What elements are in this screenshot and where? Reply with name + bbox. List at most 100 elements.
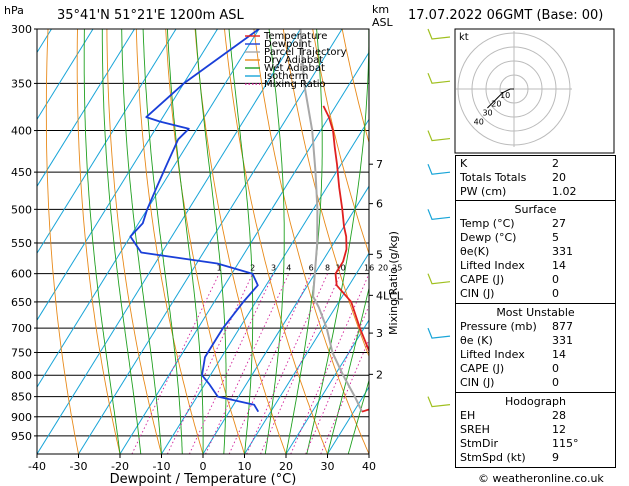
mixing-ratio-label: 1 bbox=[217, 264, 222, 273]
wet-adiabat-line bbox=[228, 29, 254, 454]
wind-barb bbox=[427, 130, 451, 142]
surface-value: 331 bbox=[552, 245, 573, 258]
pressure-tick-label: 500 bbox=[11, 203, 32, 216]
pressure-tick-label: 800 bbox=[11, 369, 32, 382]
height-unit-km: km bbox=[372, 3, 389, 16]
surface-row: θe(K) 331 bbox=[460, 245, 611, 258]
hodograph-ring-label: 30 bbox=[482, 108, 492, 117]
isotherm-line bbox=[37, 29, 260, 389]
plot-frame bbox=[36, 28, 370, 455]
grid-clip-group bbox=[0, 29, 369, 454]
height-tick-label: 2 bbox=[376, 368, 383, 381]
surface-label: CAPE (J) bbox=[460, 273, 505, 286]
profiles-clip-group bbox=[129, 29, 369, 413]
height-tick-label: 4LCL bbox=[376, 289, 404, 302]
legend-label: Isotherm bbox=[264, 71, 308, 82]
temperature-line bbox=[322, 105, 369, 413]
mixing-ratio-label: 6 bbox=[309, 264, 314, 273]
mixing-ratio-label: 4 bbox=[286, 264, 291, 273]
height-unit-asl: ASL bbox=[372, 16, 394, 29]
hodograph-ring-label: 10 bbox=[500, 91, 510, 100]
totals-totals-label: Totals Totals bbox=[460, 171, 527, 184]
hodograph-unit: kt bbox=[459, 32, 469, 43]
skewt-profiles bbox=[129, 29, 369, 413]
wet-adiabat-line bbox=[195, 29, 227, 454]
dry-adiabat-line bbox=[224, 29, 328, 454]
pressure-tick-label: 750 bbox=[11, 346, 32, 359]
wet-adiabat-line bbox=[121, 29, 162, 454]
most-unstable-label: θe (K) bbox=[460, 334, 493, 347]
surface-value: 5 bbox=[552, 231, 559, 244]
most-unstable-label: Lifted Index bbox=[460, 348, 525, 361]
most-unstable-label: CAPE (J) bbox=[460, 362, 505, 375]
height-tick-label: 5 bbox=[376, 248, 383, 261]
pressure-tick-label: 550 bbox=[11, 237, 32, 250]
most-unstable-row: Lifted Index 14 bbox=[460, 348, 611, 361]
most-unstable-label: CIN (J) bbox=[460, 376, 495, 389]
wind-barb bbox=[427, 273, 451, 285]
mixing-ratio-line bbox=[290, 273, 369, 454]
mixing-ratio-line bbox=[166, 273, 254, 454]
surface-table: Surface Temp (°C) 27 Dewp (°C) 5 θe(K) 331 Lif… bbox=[455, 200, 616, 305]
wind-barbs bbox=[427, 28, 451, 408]
hodograph-stat-row: StmDir 115° bbox=[460, 437, 611, 450]
wind-barb bbox=[427, 209, 451, 220]
mixing-ratio-label: 2 bbox=[250, 264, 255, 273]
surface-row: Lifted Index 14 bbox=[460, 259, 611, 272]
temperature-tick-label: -20 bbox=[111, 460, 129, 473]
legend-label: Dewpoint bbox=[264, 39, 312, 50]
surface-value: 27 bbox=[552, 217, 566, 230]
surface-label: Lifted Index bbox=[460, 259, 525, 272]
mixing-ratio-label: 3 bbox=[271, 264, 276, 273]
x-axis-title: Dewpoint / Temperature (°C) bbox=[110, 472, 297, 486]
pressure-tick-label: 650 bbox=[11, 296, 32, 309]
temperature-tick-label: 0 bbox=[200, 460, 207, 473]
legend-label: Dry Adiabat bbox=[264, 55, 323, 66]
indices-table: K 2 Totals Totals 20 PW (cm) 1.02 bbox=[455, 155, 616, 202]
mixing-ratio-axis-title: Mixing Ratio (g/kg) bbox=[387, 231, 400, 335]
surface-label: θe(K) bbox=[460, 245, 490, 258]
wind-barb bbox=[427, 72, 451, 84]
legend-label: Wet Adiabat bbox=[264, 63, 325, 74]
dry-adiabat-line bbox=[106, 29, 162, 454]
skewt-background-lines: 1 2 3 4 6 8 10 16 20 25 bbox=[0, 29, 402, 454]
temperature-tick-label: 40 bbox=[362, 460, 376, 473]
most-unstable-row: Pressure (mb) 877 bbox=[460, 320, 611, 333]
hodograph-stat-row: SREH 12 bbox=[460, 423, 611, 436]
pw-value: 1.02 bbox=[552, 185, 577, 198]
most-unstable-title: Most Unstable bbox=[496, 306, 575, 319]
surface-row: CAPE (J) 0 bbox=[460, 273, 611, 286]
wet-adiabat-line bbox=[142, 29, 183, 454]
most-unstable-value: 877 bbox=[552, 320, 573, 333]
dry-adiabat-line bbox=[76, 29, 121, 454]
height-tick-label: 7 bbox=[376, 158, 383, 171]
hodograph-frame bbox=[454, 28, 615, 154]
hodograph-table: Hodograph EH 28 SREH 12 StmDir 115° StmSpd (kt… bbox=[455, 392, 616, 468]
pressure-tick-label: 950 bbox=[11, 430, 32, 443]
pressure-tick-label: 600 bbox=[11, 268, 32, 281]
wind-barb bbox=[427, 163, 451, 175]
temperature-tick-label: -40 bbox=[28, 460, 46, 473]
location-title: 35°41'N 51°21'E 1200m ASL bbox=[57, 8, 245, 23]
legend-label: Temperature bbox=[263, 31, 327, 42]
most-unstable-value: 0 bbox=[552, 376, 559, 389]
surface-label: Dewp (°C) bbox=[460, 231, 517, 244]
surface-row: Temp (°C) 27 bbox=[460, 217, 611, 230]
mixing-ratio-line bbox=[260, 273, 342, 454]
dry-adiabat-line bbox=[135, 29, 204, 454]
surface-label: Temp (°C) bbox=[460, 217, 515, 230]
dry-adiabat-line bbox=[45, 29, 79, 454]
temperature-tick-label: 30 bbox=[321, 460, 335, 473]
pressure-tick-label: 900 bbox=[11, 411, 32, 424]
isotherm-line bbox=[0, 29, 10, 454]
isotherm-line bbox=[78, 29, 343, 454]
temperature-tick-label: 20 bbox=[279, 460, 293, 473]
datetime-title: 17.07.2022 06GMT (Base: 00) bbox=[408, 8, 603, 23]
isotherm-line bbox=[161, 118, 369, 454]
mixing-ratio-line bbox=[246, 273, 329, 454]
hodograph-table-title: Hodograph bbox=[505, 395, 566, 408]
isotherm-line bbox=[37, 29, 301, 454]
hodograph-stat-value: 28 bbox=[552, 409, 566, 422]
